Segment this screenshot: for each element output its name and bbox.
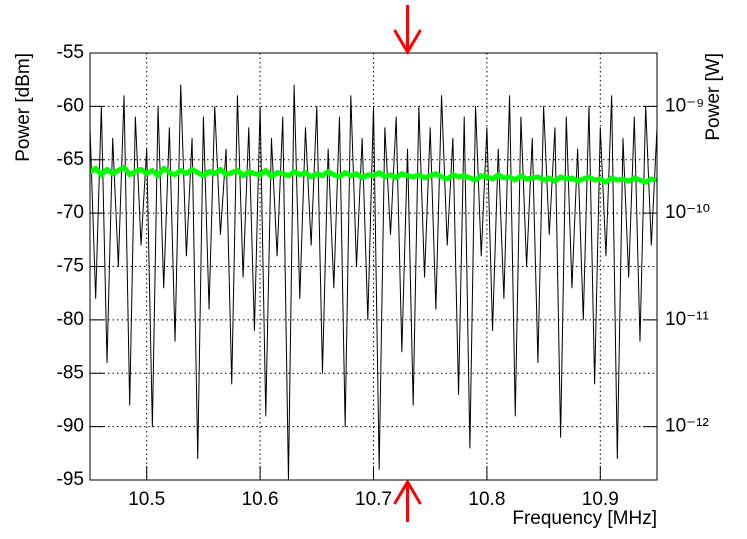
y2-tick-label: 10⁻⁹ — [665, 95, 704, 116]
y-tick-label: -80 — [57, 309, 84, 330]
plot-frame — [89, 52, 658, 481]
y-tick-label: -65 — [57, 149, 84, 170]
y-tick-label: -90 — [57, 416, 84, 437]
y-tick-label: -70 — [57, 202, 84, 223]
x-tick-label: 10.8 — [468, 489, 505, 510]
y-tick-label: -55 — [57, 42, 84, 63]
x-tick-label: 10.5 — [128, 489, 165, 510]
marker-arrow — [393, 479, 422, 522]
y-axis-label: Power [dBm] — [13, 53, 34, 162]
y2-axis-label: Power [W] — [703, 53, 724, 141]
x-tick-label: 10.7 — [355, 489, 392, 510]
x-tick-label: 10.6 — [242, 489, 279, 510]
y-tick-label: -85 — [57, 362, 84, 383]
y2-tick-label: 10⁻¹⁰ — [665, 202, 710, 223]
marker-arrow — [393, 5, 422, 55]
y2-tick-label: 10⁻¹¹ — [665, 309, 709, 330]
plot-area — [90, 84, 657, 480]
series-line — [90, 164, 657, 185]
y-tick-label: -95 — [57, 469, 84, 490]
y2-tick-label: 10⁻¹² — [665, 416, 709, 437]
y-tick-label: -75 — [57, 256, 84, 277]
series-line — [90, 84, 657, 480]
y-tick-label: -60 — [57, 95, 84, 116]
x-axis-label: Frequency [MHz] — [512, 508, 657, 529]
x-tick-label: 10.9 — [582, 489, 619, 510]
